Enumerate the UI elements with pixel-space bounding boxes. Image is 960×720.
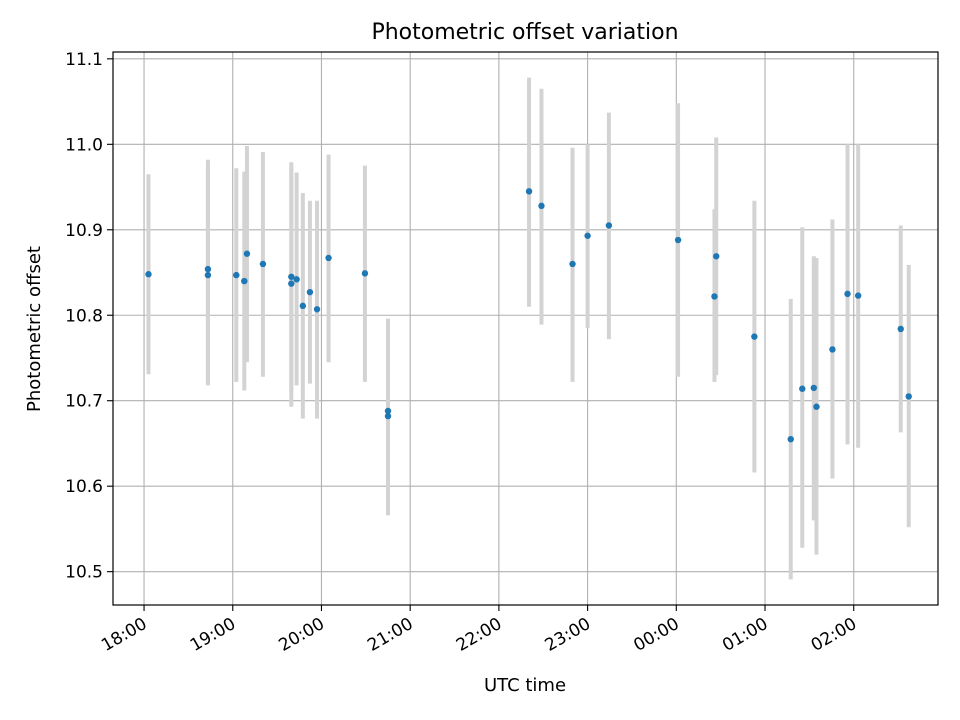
x-tick-label: 01:00 <box>719 614 771 656</box>
data-point <box>905 393 912 400</box>
data-point <box>259 260 267 268</box>
data-point <box>713 253 720 260</box>
data-point <box>299 302 307 310</box>
data-point <box>233 271 240 279</box>
data-point <box>844 290 851 298</box>
data-point <box>584 232 591 239</box>
x-tick-label: 02:00 <box>808 614 860 656</box>
data-point <box>787 435 794 443</box>
data-point <box>854 292 862 299</box>
chart-title: Photometric offset variation <box>371 20 678 45</box>
data-point <box>538 202 545 210</box>
y-tick-label: 10.6 <box>65 477 103 497</box>
x-axis-ticks: 18:00 19:00 20:00 21:00 22:00 23:00 00:00 01:00… <box>98 605 860 656</box>
data-point <box>288 280 295 287</box>
y-axis-ticks: 10.5 10.6 10.7 10.8 10.9 11.0 11.1 <box>65 50 113 583</box>
data-point <box>674 236 682 244</box>
data-point <box>384 407 392 415</box>
data-point <box>361 270 369 277</box>
x-tick-label: 18:00 <box>98 614 150 656</box>
data-point <box>799 385 806 392</box>
data-point <box>243 250 251 257</box>
data-point <box>313 306 321 313</box>
x-tick-label: 22:00 <box>453 614 505 656</box>
y-tick-label: 11.0 <box>65 135 103 155</box>
data-point <box>204 265 212 273</box>
y-axis-label: Photometric offset <box>24 246 45 412</box>
data-point <box>751 333 758 340</box>
x-tick-label: 21:00 <box>364 614 416 656</box>
data-point <box>293 276 300 283</box>
data-points <box>145 188 912 443</box>
x-tick-label: 00:00 <box>630 614 682 656</box>
data-point <box>711 293 718 300</box>
data-point <box>829 346 836 353</box>
data-point <box>605 222 613 229</box>
plot-frame <box>112 51 939 606</box>
data-point <box>325 254 332 262</box>
data-point <box>384 412 392 420</box>
x-axis-label: UTC time <box>484 675 566 696</box>
error-bars <box>146 77 911 580</box>
data-point <box>897 325 904 333</box>
data-point <box>288 273 295 280</box>
y-tick-label: 11.1 <box>65 50 103 70</box>
x-tick-label: 23:00 <box>542 614 594 656</box>
x-tick-label: 20:00 <box>276 614 328 656</box>
data-point <box>525 188 533 195</box>
data-point <box>569 260 576 268</box>
data-point <box>810 384 818 392</box>
x-tick-label: 19:00 <box>187 614 239 656</box>
y-tick-label: 10.7 <box>65 392 103 412</box>
y-tick-label: 10.8 <box>65 306 103 326</box>
y-tick-label: 10.5 <box>65 563 103 583</box>
data-point <box>145 271 152 278</box>
data-point <box>204 271 212 279</box>
data-point <box>813 403 820 410</box>
y-tick-label: 10.9 <box>65 221 103 241</box>
data-point <box>306 288 314 296</box>
data-point <box>241 277 248 285</box>
